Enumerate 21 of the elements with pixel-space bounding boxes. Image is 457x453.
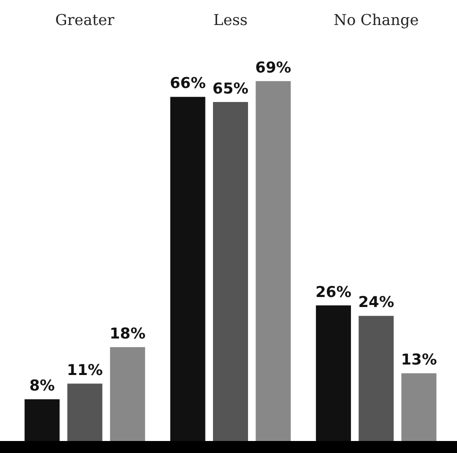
data-label: 26% [315,282,352,301]
data-label: 13% [400,350,437,369]
bar [401,373,436,441]
x-tick-label: Less [213,10,248,29]
x-tick-label: Greater [55,10,116,29]
bar [212,102,248,441]
data-label: 65% [212,79,248,98]
data-label: 18% [110,324,146,343]
data-label: 11% [66,361,103,380]
bar [67,384,102,441]
bar [110,347,146,441]
bar [316,305,351,441]
bar [256,81,291,441]
data-label: 24% [358,293,394,312]
bar [358,316,394,441]
bar [170,96,206,441]
data-label: 8% [29,376,55,395]
data-label: 66% [170,74,206,92]
data-label: 69% [255,58,292,77]
x-tick-label: No Change [334,10,419,29]
bar [24,399,60,441]
